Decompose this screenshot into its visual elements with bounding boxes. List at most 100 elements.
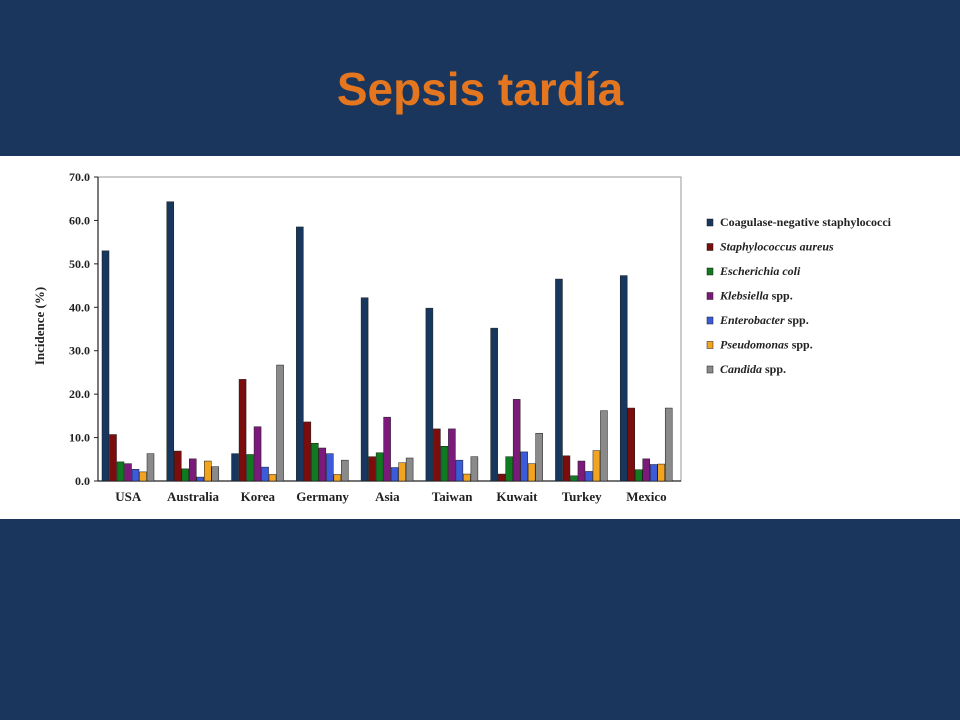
- bars: [101, 201, 673, 482]
- bar-mexico-5: [657, 463, 665, 482]
- legend-label: Candida spp.: [720, 362, 786, 376]
- figure-panel: 0.0 10.0 20.0 30.0 40.0 50.0 60.0 70.0 USA Austr…: [0, 156, 960, 519]
- bar-kuwait-0: [490, 327, 498, 482]
- bar-australia-6: [211, 466, 220, 482]
- legend-label: Staphylococcus aureus: [720, 240, 834, 254]
- legend-swatch: [706, 341, 714, 349]
- bar-taiwan-3: [448, 428, 456, 482]
- bar-taiwan-5: [463, 473, 471, 482]
- y-axis-title: Incidence (%): [32, 287, 47, 365]
- y-tick-label: 10.0: [69, 431, 90, 445]
- bar-australia-4: [196, 476, 205, 482]
- x-tick-label: Australia: [167, 489, 220, 504]
- bar-asia-2: [375, 452, 384, 482]
- y-tick-label: 70.0: [69, 170, 90, 184]
- x-axis-labels: USA Australia Korea Germany Asia Taiwan Kuwait…: [115, 489, 666, 504]
- bar-asia-1: [368, 456, 376, 482]
- bar-kuwait-5: [527, 463, 536, 482]
- bar-kuwait-3: [512, 399, 521, 482]
- bar-usa-6: [146, 453, 155, 482]
- bar-germany-3: [318, 447, 327, 482]
- bar-taiwan-0: [425, 307, 434, 482]
- x-tick-label: Germany: [296, 489, 349, 504]
- x-tick-label: Taiwan: [432, 489, 473, 504]
- y-tick-label: 40.0: [69, 300, 90, 314]
- y-tick-label: 30.0: [69, 344, 90, 358]
- bar-turkey-6: [600, 410, 608, 482]
- bar-australia-3: [189, 458, 197, 482]
- bar-korea-2: [246, 454, 254, 482]
- legend-swatch: [706, 243, 714, 251]
- bar-asia-0: [360, 297, 369, 482]
- bar-mexico-2: [634, 469, 643, 482]
- x-tick-label: Korea: [241, 489, 276, 504]
- bar-turkey-3: [577, 460, 586, 482]
- bar-kuwait-4: [520, 451, 528, 482]
- bar-turkey-0: [555, 278, 563, 482]
- bar-asia-4: [390, 467, 399, 482]
- bar-germany-4: [326, 453, 334, 482]
- bar-australia-0: [166, 201, 175, 482]
- bar-australia-5: [204, 460, 212, 482]
- bar-mexico-4: [649, 464, 658, 482]
- bar-taiwan-6: [470, 456, 479, 482]
- bar-germany-1: [303, 421, 312, 482]
- slide-title: Sepsis tardía: [336, 63, 624, 115]
- bar-usa-0: [101, 250, 110, 482]
- legend-label: Klebsiella spp.: [719, 289, 793, 303]
- bar-kuwait-6: [535, 432, 543, 482]
- bar-turkey-4: [585, 471, 593, 482]
- x-tick-label: Mexico: [626, 489, 666, 504]
- bar-usa-5: [139, 471, 147, 482]
- bar-korea-3: [253, 426, 262, 482]
- bar-asia-5: [398, 462, 406, 482]
- bar-kuwait-1: [497, 473, 506, 482]
- bar-taiwan-4: [455, 459, 464, 482]
- bar-asia-6: [405, 457, 414, 482]
- legend-swatch: [706, 292, 714, 300]
- legend-label: Enterobacter spp.: [719, 313, 809, 327]
- legend-label: Pseudomonas spp.: [720, 338, 813, 352]
- bar-mexico-6: [664, 407, 673, 482]
- bar-usa-1: [109, 434, 117, 482]
- bar-usa-4: [131, 469, 140, 482]
- legend-swatch: [706, 267, 714, 276]
- bar-mexico-3: [642, 458, 650, 482]
- bar-usa-3: [124, 463, 132, 482]
- bar-kuwait-2: [505, 456, 513, 482]
- x-tick-label: Kuwait: [496, 489, 538, 504]
- bar-germany-0: [296, 226, 304, 482]
- x-tick-label: USA: [115, 489, 142, 504]
- bar-germany-2: [311, 442, 319, 482]
- y-tick-label: 0.0: [75, 474, 90, 488]
- bar-korea-5: [268, 474, 277, 482]
- legend-label: Coagulase-negative staphylococci: [720, 215, 892, 229]
- bar-turkey-1: [562, 455, 571, 482]
- bar-mexico-0: [619, 275, 628, 482]
- bar-korea-0: [231, 453, 239, 482]
- legend: Coagulase-negative staphylococci Staphylo…: [706, 215, 892, 376]
- bar-taiwan-1: [433, 428, 441, 482]
- y-tick-label: 60.0: [69, 213, 90, 227]
- bar-korea-6: [276, 364, 284, 482]
- bar-germany-5: [333, 474, 342, 482]
- bar-turkey-5: [592, 450, 601, 482]
- bar-taiwan-2: [440, 446, 449, 482]
- bar-korea-4: [261, 466, 269, 482]
- bar-chart: 0.0 10.0 20.0 30.0 40.0 50.0 60.0 70.0 USA Austr…: [32, 170, 892, 504]
- bar-mexico-1: [627, 407, 635, 482]
- x-tick-label: Turkey: [562, 489, 602, 504]
- bar-usa-2: [116, 461, 125, 482]
- y-axis-ticks: 0.0 10.0 20.0 30.0 40.0 50.0 60.0 70.0: [69, 170, 98, 488]
- legend-swatch: [706, 316, 714, 325]
- bar-germany-6: [341, 459, 349, 482]
- bar-turkey-2: [570, 475, 578, 482]
- y-tick-label: 50.0: [69, 257, 90, 271]
- bar-korea-1: [238, 379, 247, 482]
- legend-swatch: [706, 365, 714, 374]
- x-tick-label: Asia: [375, 489, 400, 504]
- bar-australia-1: [174, 450, 182, 482]
- bar-asia-3: [383, 416, 391, 482]
- legend-swatch: [706, 218, 714, 227]
- bar-australia-2: [181, 468, 190, 482]
